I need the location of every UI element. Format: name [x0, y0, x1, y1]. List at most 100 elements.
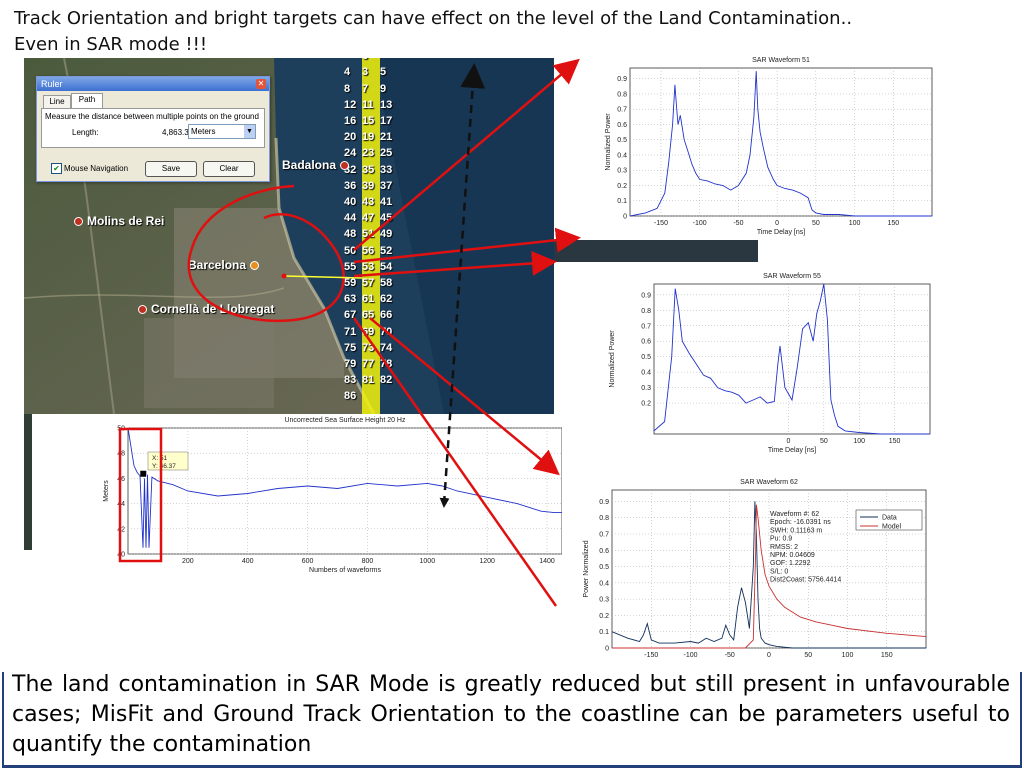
overlay-bar [554, 240, 758, 262]
track-number-20: 20 [344, 131, 357, 144]
place-molins-de-rei[interactable]: Molins de Rei [74, 214, 164, 228]
y-tick-label: 0.6 [641, 339, 651, 346]
track-number-86: 86 [344, 390, 357, 403]
y-tick-label: 0.8 [617, 91, 627, 98]
unit-select-value: Meters [191, 127, 216, 136]
y-tick-label: 0.6 [599, 548, 609, 555]
x-tick-label: 1000 [420, 558, 436, 565]
y-tick-label: 0.8 [641, 308, 651, 315]
place-badalona-label: Badalona [282, 158, 337, 172]
mouse-navigation-checkbox[interactable]: ✔ [51, 163, 62, 174]
x-tick-label: 600 [302, 558, 314, 565]
track-number-78: 78 [380, 358, 393, 371]
place-barcelona[interactable]: Barcelona [188, 258, 260, 272]
fit-parameter-label: Pu: 0.9 [770, 536, 792, 543]
y-tick-label: 0.7 [617, 107, 627, 114]
caption-text: The land contamination in SAR Mode is gr… [12, 672, 1010, 757]
close-icon[interactable]: ✕ [256, 79, 266, 89]
track-number-12: 12 [344, 98, 357, 111]
place-marker-icon [74, 217, 83, 227]
track-number-37: 37 [380, 179, 393, 192]
place-badalona[interactable]: Badalona [282, 158, 350, 172]
track-number-48: 48 [344, 228, 357, 241]
x-tick-label: -100 [693, 220, 707, 227]
track-number-44: 44 [344, 212, 357, 225]
fit-parameter-label: Epoch: -16.0391 ns [770, 519, 831, 526]
y-tick-label: 0.5 [599, 564, 609, 571]
track-number-19: 19 [362, 131, 375, 144]
legend-label: Model [882, 524, 902, 531]
track-number-65: 65 [362, 309, 375, 322]
chart-title: Uncorrected Sea Surface Height 20 Hz [284, 417, 406, 424]
track-number-39: 39 [362, 179, 375, 192]
legend-label: Data [882, 515, 897, 522]
x-tick-label: 1400 [539, 558, 555, 565]
plot-frame [629, 67, 933, 217]
y-tick-label: 0.1 [599, 629, 609, 636]
track-number-66: 66 [380, 309, 393, 322]
y-tick-label: 42 [117, 526, 125, 533]
y-tick-label: 0.4 [617, 152, 627, 159]
y-tick-label: 50 [117, 426, 125, 433]
track-number-7: 7 [362, 82, 369, 95]
fit-parameter-label: Dist2Coast: 5756.4414 [770, 577, 841, 584]
unit-select[interactable]: Meters ▼ [188, 124, 256, 139]
y-axis-label: Meters [103, 480, 110, 502]
y-axis-label: Power Normalized [583, 540, 590, 597]
ruler-dialog[interactable]: Ruler ✕ Line Path Measure the distance b… [36, 76, 270, 182]
y-tick-label: 0.5 [641, 354, 651, 361]
track-number-70: 70 [380, 325, 393, 338]
clear-button[interactable]: Clear [203, 161, 255, 177]
track-number-17: 17 [380, 115, 393, 128]
track-number-54: 54 [380, 260, 393, 273]
tab-path[interactable]: Path [71, 93, 103, 109]
y-tick-label: 0.3 [599, 597, 609, 604]
y-tick-label: 0.7 [599, 531, 609, 538]
y-tick-label: 0.9 [641, 292, 651, 299]
place-cornella[interactable]: Cornellà de Llobregat [138, 302, 274, 316]
track-number-62: 62 [380, 293, 393, 306]
track-number-13: 13 [380, 98, 393, 111]
track-number-69: 69 [362, 325, 375, 338]
x-tick-label: 1200 [479, 558, 495, 565]
y-tick-label: 0.2 [599, 613, 609, 620]
legend-box [855, 509, 923, 531]
track-number-5: 5 [380, 66, 387, 79]
track-number-56: 56 [362, 244, 375, 257]
x-tick-label: 0 [775, 220, 779, 227]
chart-waveform-51-svg: SAR Waveform 51 0 0.1 0.2 0.3 0.4 0.5 0.6 0.7 0.8… [605, 57, 933, 236]
x-tick-label: -50 [733, 220, 743, 227]
tab-line[interactable]: Line [43, 95, 71, 108]
track-number-36: 36 [344, 179, 357, 192]
x-tick-label: 150 [881, 652, 893, 659]
x-tick-label: 100 [849, 220, 861, 227]
place-marker-icon [138, 305, 147, 315]
chart-waveform-55: SAR Waveform 55 0.2 0.3 0.4 0.5 0.6 0.7 0.8 0.9 0… [580, 262, 936, 472]
track-number-43: 43 [362, 196, 375, 209]
save-button[interactable]: Save [145, 161, 197, 177]
track-number-57: 57 [362, 277, 375, 290]
x-tick-label: 200 [182, 558, 194, 565]
track-number-3: 3 [362, 66, 369, 79]
track-number-74: 74 [380, 341, 393, 354]
series-line [611, 501, 926, 649]
track-number-77: 77 [362, 358, 375, 371]
chevron-down-icon[interactable]: ▼ [244, 125, 255, 138]
y-tick-label: 44 [117, 501, 125, 508]
fit-parameter-label: SWH: 0.11163 m [770, 527, 822, 534]
x-axis-label: Numbers of waveforms [309, 567, 381, 574]
track-number-50: 50 [344, 244, 357, 257]
track-number-11: 11 [362, 98, 374, 111]
y-tick-label: 0.1 [617, 198, 627, 205]
y-tick-label: 0.3 [641, 385, 651, 392]
tooltip-y: Y: 46.37 [152, 463, 176, 470]
x-tick-label: 0 [787, 438, 791, 445]
y-axis-label: Normalized Power [609, 330, 616, 388]
x-axis-label: Time Delay [ns] [768, 447, 816, 454]
track-number-52: 52 [380, 244, 393, 257]
track-number-45: 45 [380, 212, 393, 225]
track-number-40: 40 [344, 196, 357, 209]
y-tick-label: 0.9 [599, 499, 609, 506]
map-strip [24, 414, 34, 550]
track-number-8: 8 [344, 82, 351, 95]
